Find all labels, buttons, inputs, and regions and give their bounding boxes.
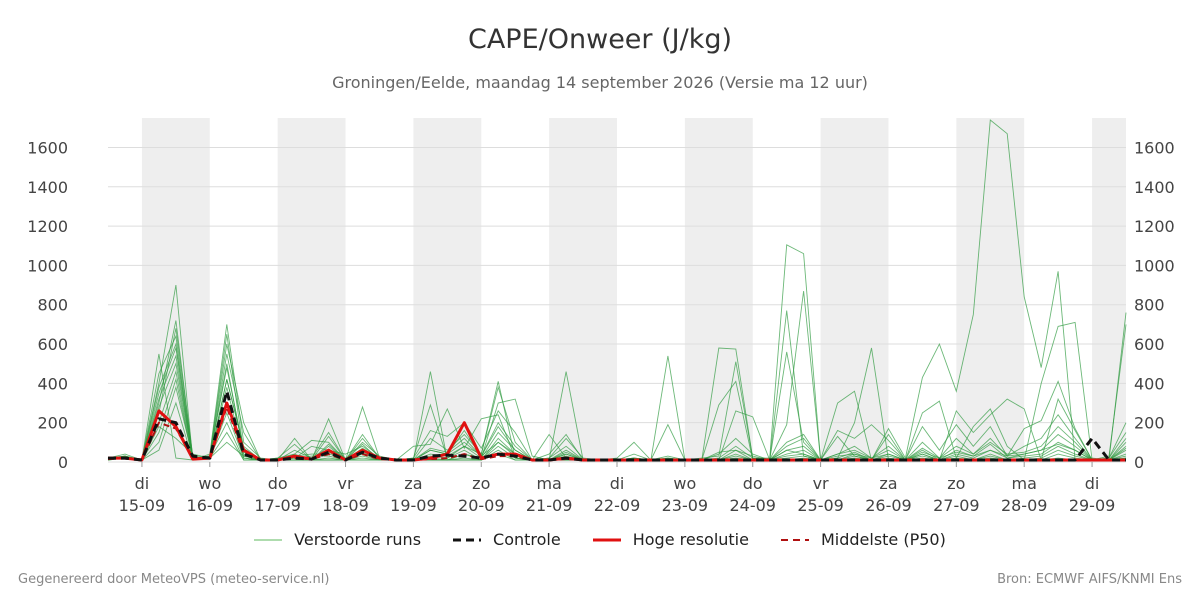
day-shade — [684, 118, 753, 462]
legend-label-hires: Hoge resolutie — [632, 530, 749, 549]
legend-item-hires[interactable]: Hoge resolutie — [592, 530, 749, 549]
y-tick-label-right: 0 — [1134, 453, 1144, 472]
x-tick-label-day: za — [879, 474, 897, 493]
x-tick-label-date: 24-09 — [729, 496, 776, 515]
x-tick-label-date: 26-09 — [865, 496, 912, 515]
y-tick-label-left: 1400 — [27, 178, 68, 197]
x-tick-label-day: di — [610, 474, 625, 493]
day-shade — [413, 118, 482, 462]
y-tick-label-right: 400 — [1134, 374, 1165, 393]
y-tick-label-right: 800 — [1134, 296, 1165, 315]
day-shade — [277, 118, 346, 462]
x-tick-label-day: za — [404, 474, 422, 493]
x-tick-label-date: 25-09 — [797, 496, 844, 515]
legend-swatch-median — [780, 538, 809, 541]
legend-swatch-hires — [592, 538, 621, 541]
x-tick-label-date: 23-09 — [662, 496, 709, 515]
y-tick-label-left: 1600 — [27, 138, 68, 157]
legend-label-control: Controle — [493, 530, 561, 549]
x-tick-label-date: 19-09 — [390, 496, 437, 515]
x-tick-label-day: di — [1085, 474, 1100, 493]
legend-item-control[interactable]: Controle — [453, 530, 561, 549]
x-tick-label-date: 16-09 — [187, 496, 234, 515]
legend-label-median: Middelste (P50) — [820, 530, 946, 549]
legend-swatch-control — [453, 538, 482, 541]
y-tick-label-left: 1000 — [27, 256, 68, 275]
main-lines — [107, 389, 1126, 462]
y-tick-label-right: 200 — [1134, 414, 1165, 433]
legend: Verstoorde runs Controle Hoge resolutie … — [0, 530, 1200, 549]
chart-subtitle: Groningen/Eelde, maandag 14 september 20… — [332, 73, 868, 92]
x-tick-label-date: 21-09 — [526, 496, 573, 515]
day-shading — [141, 118, 1126, 462]
x-tick-label-day: wo — [198, 474, 221, 493]
y-tick-label-right: 1600 — [1134, 138, 1175, 157]
x-tick-label-date: 20-09 — [458, 496, 505, 515]
x-tick-label-day: ma — [1012, 474, 1037, 493]
y-tick-label-right: 1200 — [1134, 217, 1175, 236]
legend-item-ensemble[interactable]: Verstoorde runs — [254, 530, 421, 549]
x-tick-label-day: do — [743, 474, 763, 493]
x-tick-label-day: do — [268, 474, 288, 493]
footer-generated-by: Gegenereerd door MeteoVPS (meteo-service… — [18, 572, 330, 587]
legend-item-median[interactable]: Middelste (P50) — [780, 530, 946, 549]
x-tick-label-day: vr — [338, 474, 354, 493]
day-shade — [1092, 118, 1126, 462]
x-tick-label-date: 17-09 — [254, 496, 301, 515]
y-tick-label-left: 800 — [37, 296, 68, 315]
x-tick-label-day: wo — [673, 474, 696, 493]
y-tick-label-left: 400 — [37, 374, 68, 393]
x-tick-label-date: 29-09 — [1069, 496, 1116, 515]
x-tick-label-date: 22-09 — [594, 496, 641, 515]
y-tick-label-right: 1400 — [1134, 178, 1175, 197]
y-tick-label-left: 1200 — [27, 217, 68, 236]
day-shade — [549, 118, 617, 462]
x-tick-label-day: zo — [947, 474, 965, 493]
chart-title: CAPE/Onweer (J/kg) — [467, 24, 732, 55]
day-shade — [820, 118, 889, 462]
x-tick-label-day: zo — [472, 474, 490, 493]
x-tick-label-day: di — [135, 474, 150, 493]
control-line — [108, 389, 1126, 462]
y-tick-label-right: 600 — [1134, 335, 1165, 354]
footer-source: Bron: ECMWF AIFS/KNMI Ens — [997, 572, 1182, 587]
y-tick-label-left: 0 — [58, 453, 68, 472]
x-tick-label-date: 27-09 — [933, 496, 980, 515]
x-tick-label-date: 15-09 — [119, 496, 166, 515]
day-shade — [141, 118, 210, 462]
day-shade — [956, 118, 1025, 462]
legend-swatch-ensemble — [254, 539, 283, 540]
legend-label-ensemble: Verstoorde runs — [294, 530, 422, 549]
x-tick-label-date: 28-09 — [1001, 496, 1048, 515]
x-tick-label-day: ma — [536, 474, 561, 493]
axes: 0 0 200 200 400 400 600 600 800 800 1000 1000 1200 12… — [27, 138, 1174, 515]
y-tick-label-left: 200 — [37, 414, 68, 433]
x-tick-label-day: vr — [813, 474, 829, 493]
x-tick-label-date: 18-09 — [322, 496, 369, 515]
y-tick-label-right: 1000 — [1134, 256, 1175, 275]
y-tick-label-left: 600 — [37, 335, 68, 354]
